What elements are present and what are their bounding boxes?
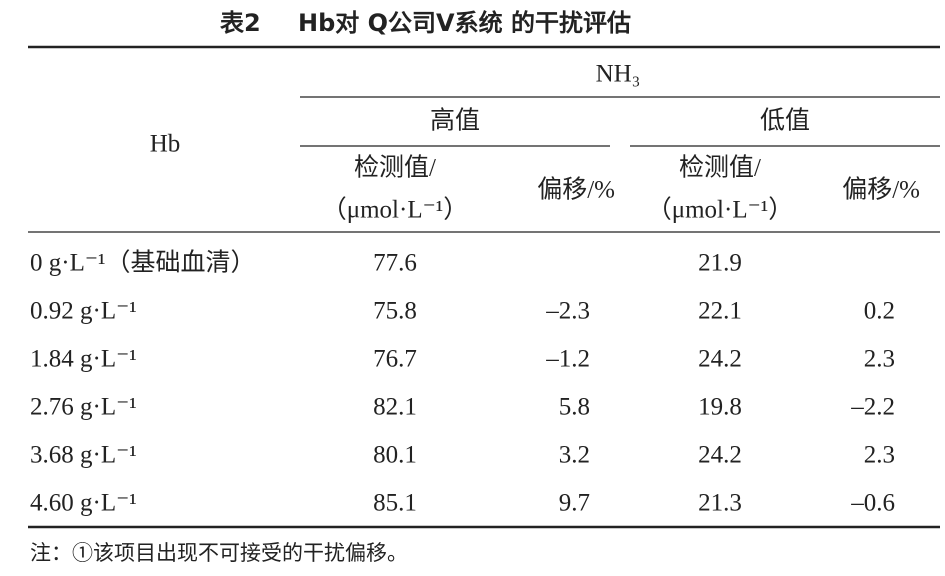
measured-header: （μmol·L⁻¹）: [647, 196, 794, 224]
table-title: Hb对 Q公司V系统 的干扰评估: [298, 9, 631, 37]
bias-header: 偏移/%: [842, 176, 920, 204]
bias-value: 2.3: [864, 346, 895, 373]
row-label: 0 g·L⁻¹（基础血清）: [30, 249, 256, 277]
measured-value: 21.9: [698, 250, 742, 277]
row-label: 0.92 g·L⁻¹: [30, 298, 137, 325]
measured-header: 检测值/: [679, 154, 761, 182]
stub-header: Hb: [150, 131, 181, 158]
bias-value: –2.2: [850, 394, 895, 421]
measured-value: 19.8: [698, 394, 742, 421]
measured-header: 检测值/: [354, 154, 436, 182]
measured-value: 75.8: [373, 298, 417, 325]
bias-value: 5.8: [559, 394, 590, 421]
measured-value: 24.2: [698, 442, 742, 469]
measured-header: （μmol·L⁻¹）: [322, 196, 469, 224]
table-note: 注：①该项目出现不可接受的干扰偏移。: [30, 541, 408, 565]
bias-value: 2.3: [864, 442, 895, 469]
bias-value: 9.7: [559, 490, 590, 517]
measured-value: 77.6: [373, 250, 417, 277]
bias-value: –2.3: [545, 298, 590, 325]
bias-value: 3.2: [559, 442, 590, 469]
bias-header: 偏移/%: [537, 176, 615, 204]
measured-value: 76.7: [373, 346, 417, 373]
row-label: 1.84 g·L⁻¹: [30, 346, 137, 373]
bias-value: –0.6: [850, 490, 895, 517]
measured-value: 21.3: [698, 490, 742, 517]
bias-value: 0.2: [864, 298, 895, 325]
measured-value: 22.1: [698, 298, 742, 325]
bias-value: –1.2: [545, 346, 590, 373]
measured-value: 82.1: [373, 394, 417, 421]
row-label: 4.60 g·L⁻¹: [30, 490, 137, 517]
group-header: 高值: [430, 107, 480, 135]
row-label: 3.68 g·L⁻¹: [30, 442, 137, 469]
row-label: 2.76 g·L⁻¹: [30, 394, 137, 421]
measured-value: 24.2: [698, 346, 742, 373]
measured-value: 80.1: [373, 442, 417, 469]
group-header: 低值: [760, 107, 810, 135]
table-label: 表2: [220, 9, 261, 37]
measured-value: 85.1: [373, 490, 417, 517]
spanner-header: NH₃: [596, 61, 641, 88]
